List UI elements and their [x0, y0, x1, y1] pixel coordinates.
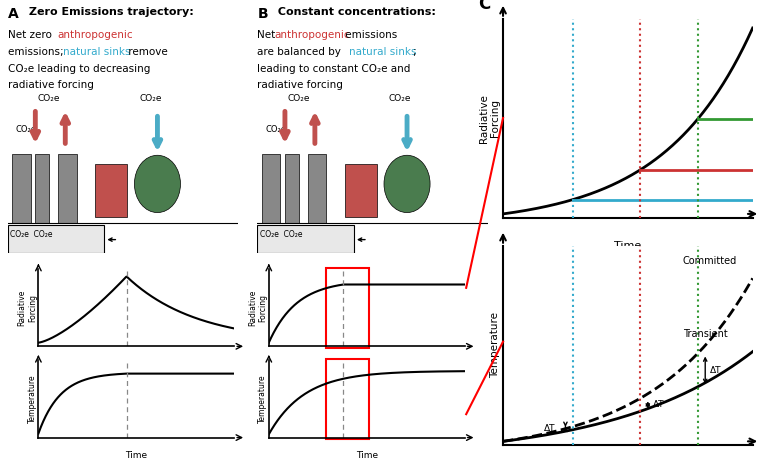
Bar	[345, 164, 377, 217]
Text: anthropogenic: anthropogenic	[58, 30, 133, 40]
Y-axis label: Radiative
Forcing: Radiative Forcing	[478, 94, 500, 143]
Text: natural sinks: natural sinks	[63, 47, 131, 57]
Text: natural sinks: natural sinks	[349, 47, 417, 57]
Text: ΔT: ΔT	[544, 424, 555, 433]
Bar	[326, 359, 369, 439]
Bar	[8, 225, 104, 253]
Text: radiative forcing: radiative forcing	[8, 80, 94, 90]
Text: CO₂e leading to decreasing: CO₂e leading to decreasing	[8, 64, 150, 73]
Text: Time: Time	[125, 452, 147, 461]
Text: A: A	[8, 7, 18, 21]
Text: emissions: emissions	[342, 30, 397, 40]
Text: are balanced by: are balanced by	[257, 47, 344, 57]
Text: Net: Net	[257, 30, 279, 40]
Y-axis label: Temperature: Temperature	[258, 375, 267, 423]
Ellipse shape	[384, 155, 430, 212]
Text: radiative forcing: radiative forcing	[257, 80, 343, 90]
Bar	[12, 154, 31, 223]
Text: CO₂e: CO₂e	[287, 94, 310, 103]
Text: CO₂e: CO₂e	[389, 94, 412, 103]
Text: ΔT: ΔT	[710, 366, 722, 375]
Text: ΔT: ΔT	[653, 401, 664, 410]
Text: CO₂e: CO₂e	[38, 94, 61, 103]
Text: Time: Time	[614, 241, 641, 251]
Text: remove: remove	[125, 47, 168, 57]
Y-axis label: Temperature: Temperature	[490, 312, 500, 378]
Text: CO₂e: CO₂e	[139, 94, 162, 103]
Y-axis label: Temperature: Temperature	[28, 375, 37, 423]
Bar	[95, 164, 127, 217]
Text: CO₂e  CO₂e: CO₂e CO₂e	[10, 230, 52, 239]
Text: CO₂e  CO₂e: CO₂e CO₂e	[260, 230, 302, 239]
Text: Transient: Transient	[683, 329, 727, 339]
Bar	[262, 154, 280, 223]
Text: Time: Time	[356, 452, 378, 461]
Text: Zero Emissions trajectory:: Zero Emissions trajectory:	[25, 7, 194, 17]
Y-axis label: Radiative
Forcing: Radiative Forcing	[248, 290, 267, 326]
Bar	[58, 154, 77, 223]
Bar	[326, 268, 369, 348]
Text: Net zero: Net zero	[8, 30, 55, 40]
Text: emissions;: emissions;	[8, 47, 67, 57]
Text: anthropogenic: anthropogenic	[274, 30, 349, 40]
Text: C: C	[478, 0, 490, 13]
Bar	[308, 154, 326, 223]
Text: CO₂e: CO₂e	[265, 125, 286, 134]
Text: Committed: Committed	[683, 256, 737, 266]
Text: B: B	[257, 7, 268, 21]
Text: Constant concentrations:: Constant concentrations:	[274, 7, 436, 17]
Bar	[285, 154, 299, 223]
Text: leading to constant CO₂e and: leading to constant CO₂e and	[257, 64, 411, 73]
Text: ;: ;	[412, 47, 416, 57]
Y-axis label: Radiative
Forcing: Radiative Forcing	[18, 290, 37, 326]
Bar	[35, 154, 49, 223]
Text: CO₂e: CO₂e	[15, 125, 37, 134]
Bar	[257, 225, 354, 253]
Ellipse shape	[134, 155, 180, 212]
